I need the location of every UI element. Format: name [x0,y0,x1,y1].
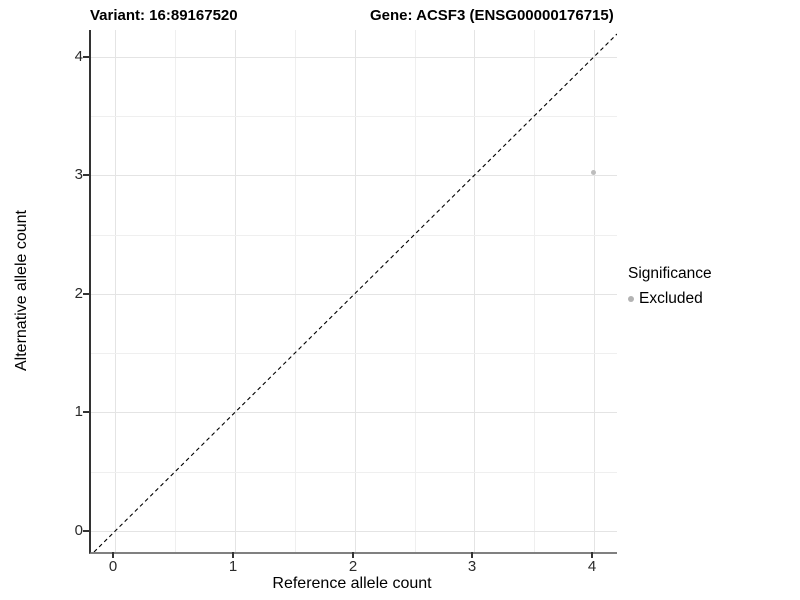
gridline-y-minor [91,472,617,473]
y-tick-label-2: 2 [74,285,83,302]
gridline-x-minor [415,30,416,552]
x-tick-label-3: 3 [467,558,477,575]
identity-line [93,33,617,552]
x-tick-2 [352,552,354,558]
legend-dot-icon [628,296,634,302]
y-axis-title: Alternative allele count [13,210,30,372]
y-tick-3 [83,174,89,176]
gridline-y-2 [91,294,617,295]
legend-entry-label: Excluded [639,290,703,307]
gridline-y-minor [91,353,617,354]
x-tick-4 [591,552,593,558]
gridline-y-minor [91,116,617,117]
plot-title-gene: Gene: ACSF3 (ENSG00000176715) [370,7,614,24]
x-tick-0 [112,552,114,558]
plot-title-variant: Variant: 16:89167520 [90,7,238,24]
x-tick-label-0: 0 [108,558,118,575]
y-tick-1 [83,411,89,413]
gridline-y-0 [91,531,617,532]
gridline-x-3 [474,30,475,552]
data-point-excluded [591,170,596,175]
y-tick-label-4: 4 [74,48,83,65]
gridline-x-0 [115,30,116,552]
legend-entry-excluded: Excluded [628,290,712,308]
legend-title: Significance [628,265,712,282]
gridline-y-4 [91,57,617,58]
y-tick-2 [83,293,89,295]
x-axis-title: Reference allele count [272,575,432,592]
x-tick-label-2: 2 [348,558,358,575]
gridline-x-minor [295,30,296,552]
legend: Significance Excluded [628,265,712,308]
x-tick-label-1: 1 [228,558,238,575]
y-tick-0 [83,530,89,532]
gridline-x-1 [235,30,236,552]
gridline-x-4 [594,30,595,552]
y-tick-label-0: 0 [74,522,83,539]
x-tick-3 [471,552,473,558]
gridline-y-minor [91,235,617,236]
gridline-y-1 [91,412,617,413]
x-tick-label-4: 4 [587,558,597,575]
plot-panel [89,30,617,554]
gridline-y-3 [91,175,617,176]
gridline-x-minor [534,30,535,552]
y-tick-label-3: 3 [74,166,83,183]
gridline-x-2 [355,30,356,552]
gridline-x-minor [175,30,176,552]
y-tick-4 [83,56,89,58]
y-tick-label-1: 1 [74,403,83,420]
x-tick-1 [232,552,234,558]
